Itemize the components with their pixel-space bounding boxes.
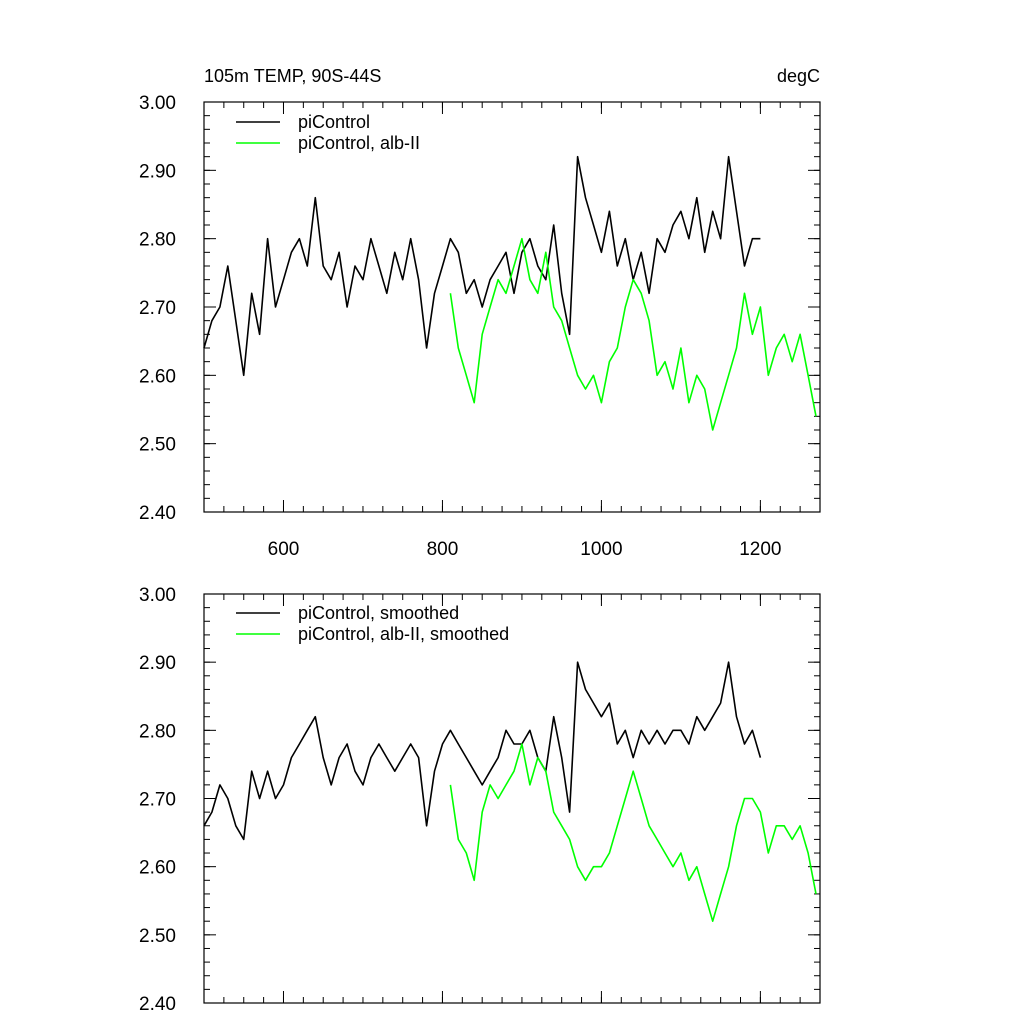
legend-label-picontrol-alb-ii-smoothed: piControl, alb-II, smoothed [298, 624, 509, 644]
y-tick-label: 2.80 [139, 230, 176, 251]
series-line-0 [203, 661, 762, 841]
bottom-panel-legend: piControl, smoothed piControl, alb-II, s… [236, 603, 509, 644]
top-panel-legend: piControl piControl, alb-II [236, 112, 420, 153]
top-panel-units: degC [777, 66, 820, 86]
x-tick-label: 1000 [580, 539, 622, 560]
legend-label-picontrol-alb-ii: piControl, alb-II [298, 133, 420, 153]
y-tick-label: 2.80 [139, 721, 176, 742]
plot-frame [203, 101, 821, 513]
x-tick-label: 800 [427, 539, 459, 560]
y-tick-label: 2.40 [139, 994, 176, 1015]
x-tick-label: 600 [268, 539, 300, 560]
y-tick-label: 2.40 [139, 503, 176, 524]
y-tick-label: 3.00 [139, 585, 176, 606]
y-tick-label: 2.60 [139, 366, 176, 387]
y-tick-label: 2.70 [139, 298, 176, 319]
top-panel-title: 105m TEMP, 90S-44S [204, 66, 381, 86]
y-tick-label: 2.90 [139, 653, 176, 674]
y-tick-label: 2.60 [139, 858, 176, 879]
y-tick-label: 2.90 [139, 161, 176, 182]
plot-frame [203, 593, 821, 1004]
top-panel: 105m TEMP, 90S-44S degC piControl piCont… [139, 66, 821, 560]
y-tick-label: 2.70 [139, 790, 176, 811]
y-tick-label: 2.50 [139, 435, 176, 456]
legend-label-picontrol-smoothed: piControl, smoothed [298, 603, 459, 623]
series-line-1 [449, 743, 817, 923]
bottom-panel: piControl, smoothed piControl, alb-II, s… [139, 585, 821, 1015]
series-line-1 [449, 237, 817, 431]
y-tick-label: 3.00 [139, 93, 176, 114]
series-line-0 [203, 155, 761, 377]
x-tick-label: 1200 [739, 539, 781, 560]
legend-label-picontrol: piControl [298, 112, 370, 132]
y-tick-label: 2.50 [139, 926, 176, 947]
